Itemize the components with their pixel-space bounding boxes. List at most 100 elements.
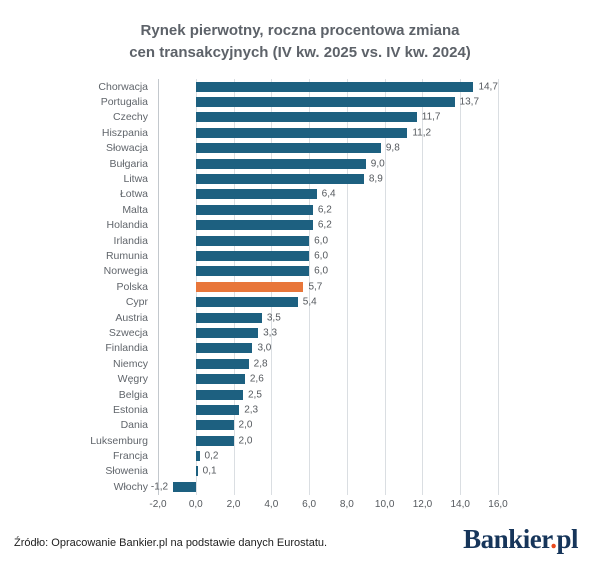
category-label: Holandia — [106, 219, 148, 232]
bar — [195, 127, 408, 138]
bar-row: Węgry 2,6 — [0, 371, 600, 386]
bar-track: 0,1 — [158, 464, 498, 479]
bar-row: Estonia 2,3 — [0, 402, 600, 417]
bar-row: Norwegia 6,0 — [0, 264, 600, 279]
value-label: 6,4 — [321, 188, 336, 200]
value-label: 3,0 — [257, 342, 272, 354]
value-label: 11,7 — [421, 111, 441, 123]
bar — [195, 327, 259, 338]
bar-track: 5,4 — [158, 294, 498, 309]
value-label: 2,5 — [248, 389, 262, 400]
category-label: Słowenia — [105, 465, 148, 478]
bar-track: 9,8 — [158, 141, 498, 156]
x-tick-label: 2,0 — [226, 499, 241, 510]
category-label: Austria — [115, 311, 148, 324]
value-label: 9,8 — [385, 142, 400, 154]
bar-row: Słowenia 0,1 — [0, 464, 600, 479]
source-note: Źródło: Opracowanie Bankier.pl na podsta… — [14, 537, 328, 549]
gridline — [422, 79, 424, 495]
category-label: Hiszpania — [101, 126, 148, 139]
bar-row: Cypr 5,4 — [0, 294, 600, 309]
bankier-logo-dot: . — [550, 524, 557, 554]
gridline — [309, 79, 311, 495]
bar — [195, 158, 366, 169]
bar-row: Łotwa 6,4 — [0, 187, 600, 202]
category-label: Cypr — [125, 296, 148, 309]
bar-track: 2,5 — [158, 387, 498, 402]
bar-row: Irlandia 6,0 — [0, 233, 600, 248]
category-label: Irlandia — [113, 234, 148, 247]
bar-row: Litwa 8,9 — [0, 171, 600, 186]
bar-track: 11,7 — [158, 110, 498, 125]
bar — [195, 189, 317, 200]
gridline — [498, 79, 499, 495]
x-tick-label: 6,0 — [302, 499, 317, 510]
bankier-logo-suffix: pl — [556, 524, 578, 554]
bar-track: 9,0 — [158, 156, 498, 171]
value-label: 0,1 — [202, 465, 217, 477]
bar — [195, 112, 417, 123]
bar-track: 6,2 — [158, 218, 498, 233]
value-label: 14,7 — [478, 81, 498, 93]
bar-row: Chorwacja 14,7 — [0, 79, 600, 94]
bar — [195, 312, 262, 323]
category-label: Finlandia — [105, 342, 148, 355]
x-tick-label: 12,0 — [412, 499, 433, 510]
x-axis: -2,0 0,0 2,0 4,0 6,0 8,0 10,0 12,0 14,0 16,0 — [0, 499, 600, 513]
chart-title: Rynek pierwotny, roczna procentowa zmian… — [0, 20, 600, 64]
value-label: 6,0 — [314, 250, 329, 262]
x-tick-label: 10,0 — [374, 499, 395, 510]
bar-row: Holandia 6,2 — [0, 218, 600, 233]
category-label: Estonia — [112, 403, 148, 416]
value-label: 5,7 — [308, 281, 323, 293]
x-tick-label: 14,0 — [450, 499, 470, 510]
bar-row: Włochy -1,2 — [0, 479, 600, 494]
category-label: Włochy — [113, 480, 148, 493]
bankier-logo: Bankier.pl — [463, 524, 578, 555]
bar-row: Finlandia 3,0 — [0, 341, 600, 356]
bar — [173, 481, 196, 492]
chart-title-line2: cen transakcyjnych (IV kw. 2025 vs. IV k… — [129, 44, 471, 61]
value-label: 2,0 — [238, 435, 253, 447]
chart-title-line1: Rynek pierwotny, roczna procentowa zmian… — [140, 22, 460, 39]
value-label: 13,7 — [459, 96, 480, 108]
bar — [195, 420, 234, 431]
value-label: 6,2 — [317, 204, 332, 216]
category-label: Słowacja — [105, 142, 148, 155]
value-label: 8,9 — [368, 173, 383, 185]
bar — [195, 451, 200, 462]
bar — [195, 250, 310, 261]
category-label: Litwa — [123, 173, 148, 186]
category-label: Portugalia — [100, 96, 148, 109]
x-tick-label: -2,0 — [149, 499, 167, 510]
bar — [195, 297, 298, 308]
category-label: Szwecja — [108, 326, 148, 339]
bar-row: Malta 6,2 — [0, 202, 600, 217]
value-label: 3,3 — [263, 327, 278, 339]
category-label: Niemcy — [112, 357, 148, 370]
bar-track: 3,0 — [158, 341, 498, 356]
bar — [195, 404, 240, 415]
bar-track: 14,7 — [158, 79, 498, 94]
value-label: 3,5 — [266, 312, 281, 324]
category-label: Bułgaria — [109, 157, 148, 170]
bar-track: 6,2 — [158, 202, 498, 217]
gridline — [158, 79, 159, 495]
bar-row: Portugalia 13,7 — [0, 94, 600, 109]
bar-row: Dania 2,0 — [0, 418, 600, 433]
bar — [195, 343, 253, 354]
x-tick-label: 8,0 — [339, 499, 354, 510]
value-label: 2,3 — [244, 404, 259, 416]
x-tick-label: 0,0 — [188, 499, 203, 510]
bar-track: 2,0 — [158, 418, 498, 433]
bar-row: Niemcy 2,8 — [0, 356, 600, 371]
bar-track: 6,0 — [158, 233, 498, 248]
bar-row: Szwecja 3,3 — [0, 325, 600, 340]
bar — [195, 374, 245, 385]
bar-track: 3,3 — [158, 325, 498, 340]
bar-track: 3,5 — [158, 310, 498, 325]
category-label: Dania — [120, 419, 148, 432]
bar — [195, 97, 455, 108]
gridline — [346, 79, 348, 495]
